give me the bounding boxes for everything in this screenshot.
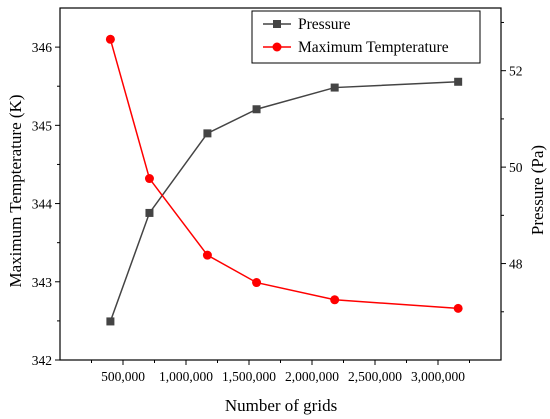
y-left-tick-label: 345 — [32, 118, 53, 133]
legend-box — [251, 10, 481, 64]
legend-pressure-marker — [273, 20, 281, 28]
data-point-pressure — [252, 105, 261, 114]
y-axis-right-title: Pressure (Pa) — [528, 145, 547, 235]
series-layer — [105, 34, 463, 326]
y-left-tick-label: 344 — [32, 197, 53, 212]
y-right-tick-label: 52 — [509, 64, 523, 79]
y-right-tick-label: 50 — [509, 160, 523, 175]
series-line-temperature — [109, 39, 459, 310]
x-tick-label: 2,000,000 — [285, 369, 339, 384]
data-point-temperature — [252, 278, 262, 288]
y-axis-left-title: Maximum Tempterature (K) — [6, 95, 25, 288]
y-left-tick-label: 343 — [32, 275, 53, 290]
legend-label-pressure: Pressure — [298, 16, 351, 33]
y-left-tick-label: 346 — [32, 40, 53, 55]
series-line-pressure — [109, 81, 459, 322]
axis-ticks: 500,000 1,000,000 1,500,000 2,000,000 2,500,… — [32, 21, 523, 384]
legend-temperature-marker — [272, 42, 282, 52]
x-tick-label: 1,500,000 — [222, 369, 276, 384]
x-tick-label: 2,500,000 — [348, 369, 402, 384]
data-point-temperature — [144, 174, 154, 184]
data-point-pressure — [145, 208, 154, 217]
data-point-pressure — [454, 77, 463, 86]
legend-label-temperature: Maximum Tempterature — [298, 39, 449, 56]
x-tick-label: 500,000 — [101, 369, 145, 384]
x-tick-label: 1,000,000 — [159, 369, 213, 384]
legend: Pressure Maximum Tempterature — [251, 10, 481, 64]
data-point-temperature — [202, 250, 212, 260]
data-point-temperature — [453, 303, 463, 313]
data-point-temperature — [105, 34, 115, 44]
data-point-temperature — [330, 295, 340, 305]
x-axis-title: Number of grids — [225, 396, 337, 415]
x-tick-label: 3,000,000 — [411, 369, 465, 384]
y-right-tick-label: 48 — [509, 257, 523, 272]
y-left-tick-label: 342 — [32, 353, 52, 368]
data-point-pressure — [203, 129, 212, 138]
data-point-pressure — [106, 317, 115, 326]
data-point-pressure — [330, 83, 339, 92]
